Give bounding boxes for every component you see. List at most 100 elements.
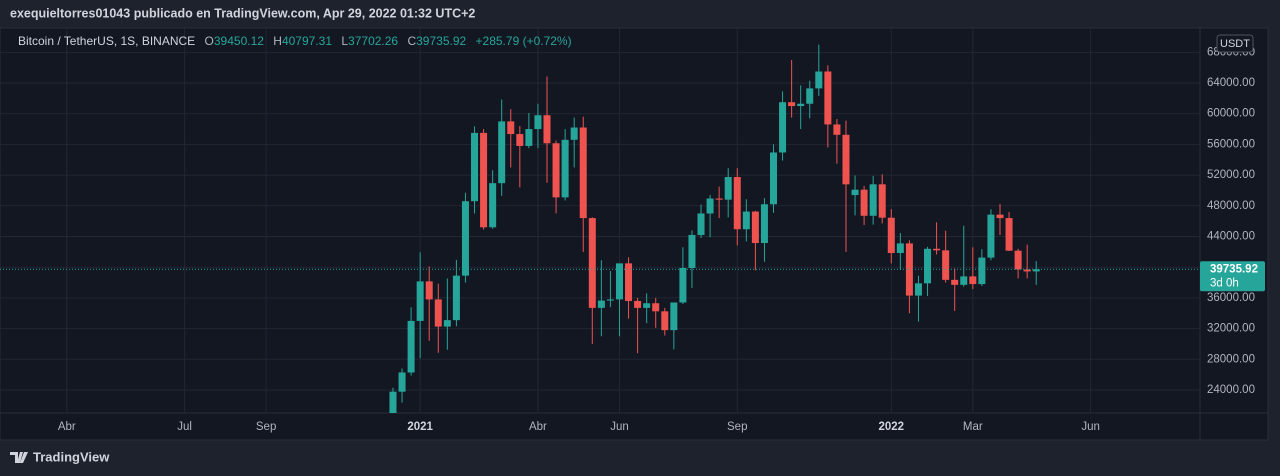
candle-body <box>978 257 986 285</box>
candle-body <box>1032 269 1040 272</box>
x-tick-label: Sep <box>256 421 276 433</box>
x-tick-label: 2022 <box>878 421 904 433</box>
candle-body <box>742 211 750 230</box>
y-tick-label: 28000.00 <box>1207 353 1255 365</box>
candle-body <box>507 121 515 135</box>
candle-body <box>987 214 995 258</box>
candle-body <box>579 127 587 219</box>
candle-body <box>715 198 723 200</box>
candle-body <box>597 300 605 308</box>
candle-body <box>969 276 977 285</box>
x-tick-label: Abr <box>58 421 76 433</box>
candle-body <box>625 263 633 301</box>
high-letter: H <box>273 34 282 48</box>
candle-body <box>1014 250 1022 270</box>
x-tick-label: Mar <box>963 421 983 433</box>
candle-body <box>434 299 442 327</box>
candle-body <box>860 189 868 216</box>
x-tick-label: Abr <box>529 421 547 433</box>
x-tick-label: Jun <box>1081 421 1100 433</box>
candle-body <box>634 300 642 308</box>
logo-icon <box>10 452 28 463</box>
candle-body <box>706 198 714 214</box>
candle-body <box>887 217 895 253</box>
candles <box>0 44 1200 413</box>
candle-body <box>942 250 950 280</box>
last-price-label: 39735.92 <box>1210 263 1258 275</box>
y-tick-label: 60000.00 <box>1207 108 1255 120</box>
bar-countdown: 3d 0h <box>1210 277 1239 289</box>
candle-body <box>779 102 787 153</box>
candle-body <box>724 177 732 200</box>
candle-body <box>561 139 569 198</box>
candle-body <box>833 124 841 135</box>
candle-body <box>806 88 814 104</box>
candle-body <box>688 234 696 268</box>
symbol-title: Bitcoin / TetherUS, 1S, BINANCE <box>18 34 195 48</box>
candle-body <box>670 302 678 331</box>
candle-body <box>416 281 424 321</box>
candle-body <box>760 204 768 244</box>
candle-body <box>815 71 823 89</box>
candle-body <box>588 218 596 308</box>
footer-logo: TradingView <box>10 449 110 464</box>
candle-body <box>615 263 623 300</box>
candle-body <box>824 71 832 125</box>
candle-body <box>878 184 886 218</box>
candle-body <box>733 177 741 230</box>
currency-badge[interactable] <box>1216 34 1254 53</box>
candle-body <box>525 129 533 146</box>
change-value: +285.79 (+0.72%) <box>476 34 572 48</box>
candle-body <box>389 391 397 413</box>
x-tick-label: Jun <box>610 421 629 433</box>
low-value: 37702.26 <box>348 34 398 48</box>
low-letter: L <box>341 34 348 48</box>
candle-body <box>951 279 959 285</box>
candle-body <box>914 283 922 296</box>
y-tick-label: 32000.00 <box>1207 323 1255 335</box>
open-letter: O <box>205 34 214 48</box>
candle-body <box>498 121 506 184</box>
candle-body <box>480 132 488 228</box>
candle-body <box>516 134 524 146</box>
candle-body <box>534 115 542 130</box>
candle-body <box>697 213 705 235</box>
publisher-line: exequieltorres01043 publicado en Trading… <box>10 6 475 20</box>
candle-body <box>661 311 669 331</box>
candle-body <box>461 201 469 276</box>
candle-body <box>471 132 479 202</box>
candle-body <box>543 115 551 144</box>
candle-body <box>770 152 777 205</box>
x-tick-label: Jul <box>177 421 192 433</box>
candle-body <box>996 214 1004 219</box>
y-tick-label: 52000.00 <box>1207 169 1255 181</box>
candle-body <box>570 127 578 140</box>
candle-body <box>896 243 904 253</box>
candle-body <box>552 143 560 198</box>
x-tick-label: 2021 <box>407 421 433 433</box>
candle-body <box>751 211 759 244</box>
candle-body <box>652 303 660 312</box>
candle-body <box>1023 269 1031 272</box>
candle-body <box>869 184 877 216</box>
candle-body <box>960 276 968 285</box>
last-price-badge <box>1200 261 1265 292</box>
open-value: 39450.12 <box>214 34 264 48</box>
legend-line: Bitcoin / TetherUS, 1S, BINANCE O39450.1… <box>18 34 572 48</box>
candle-body <box>851 189 859 196</box>
y-tick-label: 48000.00 <box>1207 200 1255 212</box>
candle-body <box>443 320 451 327</box>
candle-body <box>452 275 460 321</box>
brand-name: TradingView <box>33 449 110 464</box>
candle-body <box>933 248 941 251</box>
close-value: 39735.92 <box>416 34 466 48</box>
candle-body <box>643 303 651 308</box>
currency-label: USDT <box>1220 38 1250 50</box>
candle-body <box>425 281 433 300</box>
x-tick-label: Sep <box>727 421 747 433</box>
candle-body <box>407 320 415 373</box>
candle-body <box>606 299 614 301</box>
y-tick-label: 64000.00 <box>1207 77 1255 89</box>
